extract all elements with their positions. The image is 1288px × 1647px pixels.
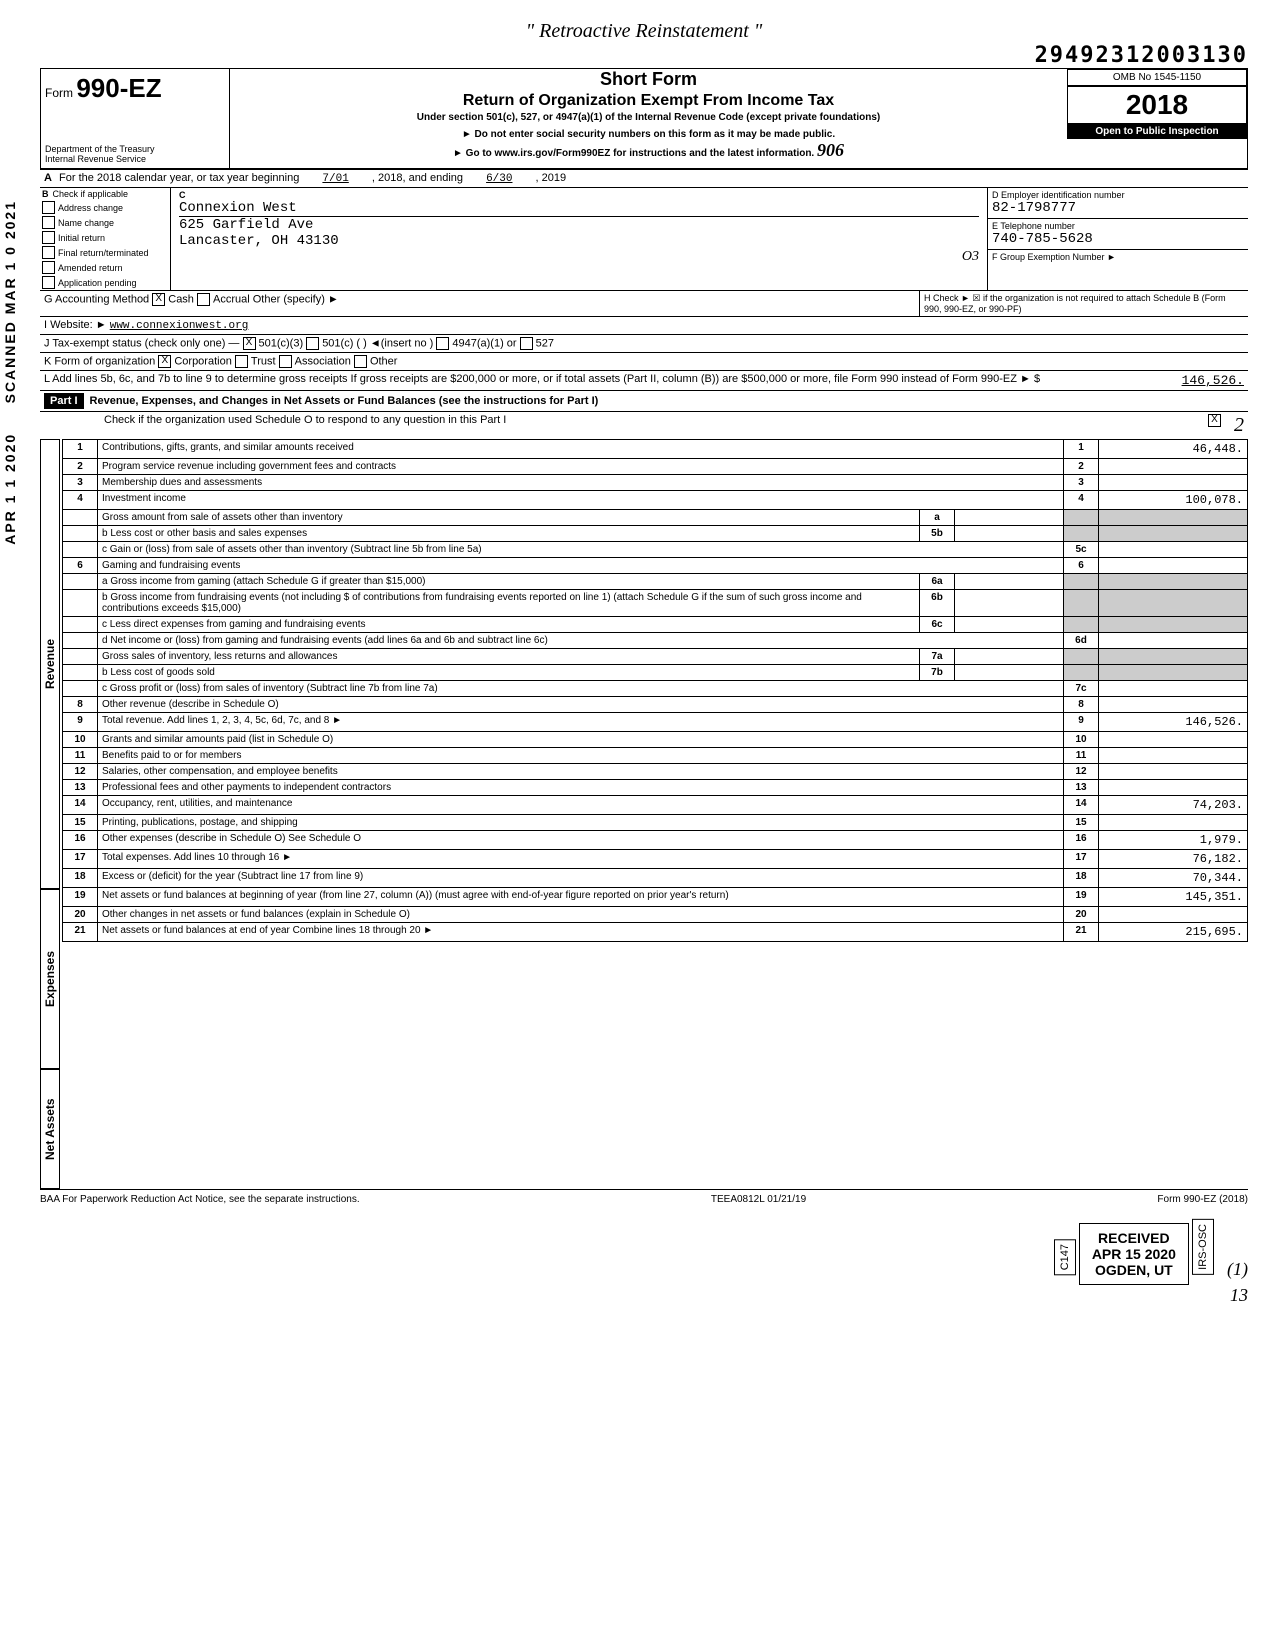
cb-application-pending[interactable] (42, 276, 55, 289)
line-g: G Accounting Method Cash Accrual Other (… (40, 291, 919, 316)
line-row: b Less cost or other basis and sales exp… (63, 526, 1248, 542)
line-row: c Gain or (loss) from sale of assets oth… (63, 542, 1248, 558)
return-title: Return of Organization Exempt From Incom… (240, 92, 1057, 110)
line-row: Gross sales of inventory, less returns a… (63, 649, 1248, 665)
line-row: a Gross income from gaming (attach Sched… (63, 574, 1248, 590)
line-i: I Website: ► www.connexionwest.org (40, 317, 252, 334)
stamp-irs-osc: IRS-OSC (1192, 1219, 1214, 1275)
line-row: 6Gaming and fundraising events6 (63, 558, 1248, 574)
line-row: d Net income or (loss) from gaming and f… (63, 633, 1248, 649)
line-row: 15Printing, publications, postage, and s… (63, 815, 1248, 831)
box-e: E Telephone number 740-785-5628 (988, 219, 1248, 250)
line-row: 16Other expenses (describe in Schedule O… (63, 831, 1248, 850)
line-row: 11Benefits paid to or for members11 (63, 748, 1248, 764)
barcode-number: 29492312003130 (40, 43, 1248, 68)
form-ref: Form 990-EZ (2018) (1157, 1194, 1248, 1205)
line-row: 1Contributions, gifts, grants, and simil… (63, 440, 1248, 459)
line-row: 9Total revenue. Add lines 1, 2, 3, 4, 5c… (63, 713, 1248, 732)
cb-accrual[interactable] (197, 293, 210, 306)
box-c: C Connexion West 625 Garfield Ave Lancas… (171, 188, 987, 290)
cb-527[interactable] (520, 337, 533, 350)
line-row: 18Excess or (deficit) for the year (Subt… (63, 869, 1248, 888)
cb-initial-return[interactable] (42, 231, 55, 244)
box-f: F Group Exemption Number ► (988, 250, 1248, 264)
handwritten-2: 2 (1234, 414, 1244, 437)
handwritten-o3: O3 (179, 249, 979, 265)
line-row: 13Professional fees and other payments t… (63, 780, 1248, 796)
org-name: Connexion West (179, 200, 979, 216)
lines-table: 1Contributions, gifts, grants, and simil… (62, 439, 1248, 942)
short-form-label: Short Form (240, 69, 1057, 90)
line-row: 12Salaries, other compensation, and empl… (63, 764, 1248, 780)
section-expenses: Expenses (40, 889, 60, 1069)
open-to-public: Open to Public Inspection (1067, 124, 1247, 139)
omb-number: OMB No 1545-1150 (1067, 69, 1247, 86)
line-row: 10Grants and similar amounts paid (list … (63, 732, 1248, 748)
cb-schedule-o[interactable] (1208, 414, 1221, 427)
line-row: 8Other revenue (describe in Schedule O)8 (63, 697, 1248, 713)
line-k: K Form of organization Corporation Trust… (40, 353, 401, 370)
ein-value: 82-1798777 (992, 200, 1244, 216)
line-a: A For the 2018 calendar year, or tax yea… (40, 170, 570, 187)
line-row: 21Net assets or fund balances at end of … (63, 923, 1248, 942)
box-d: D Employer identification number 82-1798… (988, 188, 1248, 219)
line-row: c Less direct expenses from gaming and f… (63, 617, 1248, 633)
line-row: 2Program service revenue including gover… (63, 459, 1248, 475)
part1-header: Part I (44, 393, 84, 409)
dept-treasury: Department of the Treasury Internal Reve… (45, 144, 225, 164)
cb-other-org[interactable] (354, 355, 367, 368)
part1-checknote: Check if the organization used Schedule … (44, 414, 1208, 437)
baa-notice: BAA For Paperwork Reduction Act Notice, … (40, 1194, 360, 1205)
line-l-value: 146,526. (1100, 371, 1248, 390)
line-row: 19Net assets or fund balances at beginni… (63, 888, 1248, 907)
received-stamp: RECEIVED APR 15 2020 OGDEN, UT (1079, 1223, 1189, 1285)
org-addr1: 625 Garfield Ave (179, 216, 979, 233)
line-h: H Check ► ☒ if the organization is not r… (919, 291, 1248, 316)
line-row: 20Other changes in net assets or fund ba… (63, 907, 1248, 923)
website-value: www.connexionwest.org (110, 320, 249, 332)
box-b-checklist: B Check if applicable Address change Nam… (40, 188, 171, 290)
org-addr2: Lancaster, OH 43130 (179, 233, 979, 249)
line-row: c Gross profit or (loss) from sales of i… (63, 681, 1248, 697)
line-j: J Tax-exempt status (check only one) — 5… (40, 335, 558, 352)
handwritten-title: " Retroactive Reinstatement " (40, 20, 1248, 43)
cb-501c[interactable] (306, 337, 319, 350)
line-l: L Add lines 5b, 6c, and 7b to line 9 to … (40, 371, 1100, 390)
goto-link: ► Go to www.irs.gov/Form990EZ for instru… (240, 140, 1057, 161)
line-row: b Less cost of goods sold7b (63, 665, 1248, 681)
side-date-stamps: APR 1 1 2020 SCANNED MAR 1 0 2021 (2, 200, 18, 545)
cb-4947[interactable] (436, 337, 449, 350)
handwritten-br2: 13 (1230, 1285, 1248, 1306)
section-revenue: Revenue (40, 439, 60, 889)
line-row: 14Occupancy, rent, utilities, and mainte… (63, 796, 1248, 815)
cb-cash[interactable] (152, 293, 165, 306)
subtitle: Under section 501(c), 527, or 4947(a)(1)… (240, 112, 1057, 123)
stamp-c147: C147 (1054, 1239, 1076, 1275)
cb-corporation[interactable] (158, 355, 171, 368)
line-row: 4Investment income4100,078. (63, 491, 1248, 510)
line-row: 3Membership dues and assessments3 (63, 475, 1248, 491)
cb-association[interactable] (279, 355, 292, 368)
cb-trust[interactable] (235, 355, 248, 368)
part1-title: Revenue, Expenses, and Changes in Net As… (90, 395, 599, 407)
section-netassets: Net Assets (40, 1069, 60, 1189)
line-row: 17Total expenses. Add lines 10 through 1… (63, 850, 1248, 869)
line-row: Gross amount from sale of assets other t… (63, 510, 1248, 526)
cb-501c3[interactable] (243, 337, 256, 350)
cb-amended-return[interactable] (42, 261, 55, 274)
tax-year: 2018 (1067, 86, 1247, 124)
form-number: Form 990-EZ (45, 73, 225, 104)
telephone-value: 740-785-5628 (992, 231, 1244, 247)
cb-final-return[interactable] (42, 246, 55, 259)
line-row: b Gross income from fundraising events (… (63, 590, 1248, 617)
handwritten-br1: (1) (1227, 1259, 1248, 1279)
cb-name-change[interactable] (42, 216, 55, 229)
handwritten-906: 906 (817, 140, 844, 160)
cb-address-change[interactable] (42, 201, 55, 214)
form-code: TEEA0812L 01/21/19 (711, 1194, 806, 1205)
ssn-warning: ► Do not enter social security numbers o… (240, 129, 1057, 140)
